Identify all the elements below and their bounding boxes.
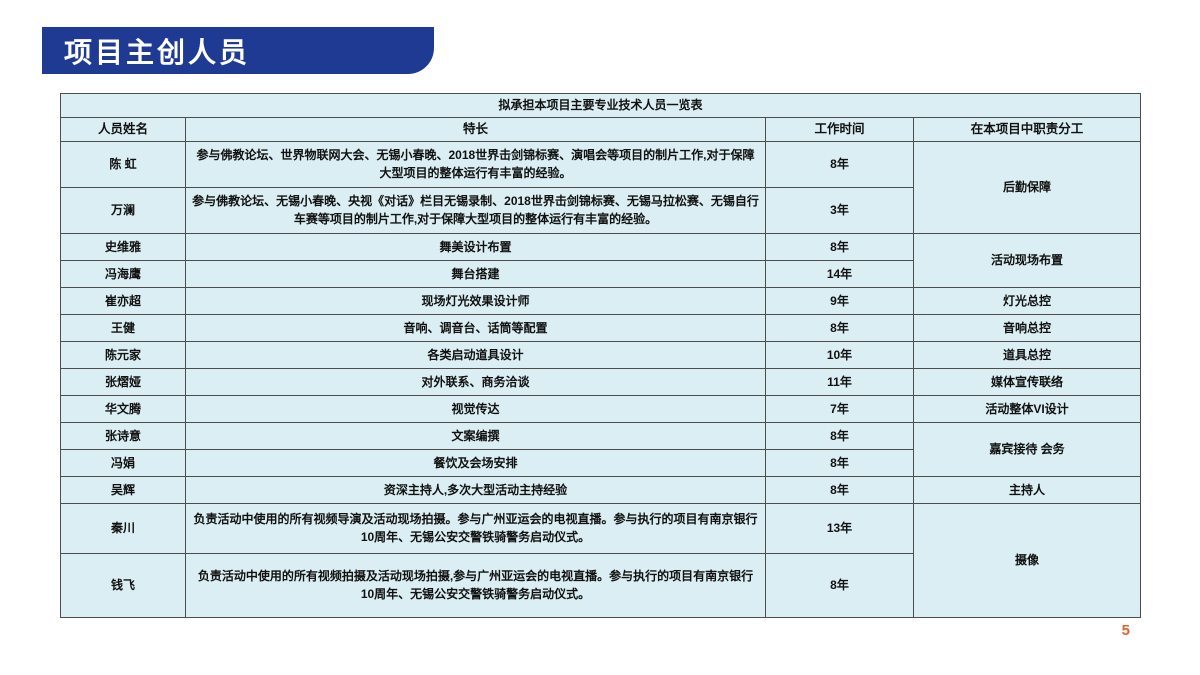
- person-years: 8年: [765, 232, 914, 261]
- person-years: 8年: [765, 140, 914, 188]
- person-name: 陈 虹: [60, 140, 186, 188]
- person-name: 张熠娅: [60, 367, 186, 396]
- table-row: 史维雅 舞美设计布置 8年 活动现场布置: [60, 232, 1142, 288]
- person-role: 嘉宾接待 会务: [912, 421, 1142, 477]
- person-name: 万澜: [60, 186, 186, 234]
- page-title: 项目主创人员: [64, 36, 251, 68]
- col-header-years: 工作时间: [765, 116, 914, 142]
- table-row: 陈 虹 参与佛教论坛、世界物联网大会、无锡小春晚、2018世界击剑锦标赛、演唱会…: [60, 140, 1142, 234]
- person-name: 吴辉: [60, 475, 186, 504]
- person-specialty: 各类启动道具设计: [185, 340, 766, 369]
- person-years: 7年: [765, 394, 914, 423]
- person-name: 钱飞: [60, 552, 186, 618]
- person-years: 14年: [765, 259, 914, 288]
- person-years: 10年: [765, 340, 914, 369]
- person-specialty: 对外联系、商务洽谈: [185, 367, 766, 396]
- col-header-specialty: 特长: [185, 116, 766, 142]
- person-role: 活动现场布置: [912, 232, 1142, 288]
- person-specialty: 负责活动中使用的所有视频导演及活动现场拍摄。参与广州亚运会的电视直播。参与执行的…: [185, 502, 766, 554]
- table-row: 冯娟 餐饮及会场安排 8年: [60, 448, 1141, 477]
- table-row: 秦川 负责活动中使用的所有视频导演及活动现场拍摄。参与广州亚运会的电视直播。参与…: [60, 502, 1142, 618]
- person-years: 13年: [765, 502, 914, 554]
- person-years: 8年: [765, 552, 914, 618]
- table-header-row: 人员姓名 特长 工作时间 在本项目中职责分工: [60, 116, 1142, 142]
- person-role: 摄像: [912, 502, 1142, 618]
- person-role: 媒体宣传联络: [912, 367, 1142, 396]
- person-years: 11年: [765, 367, 914, 396]
- person-specialty: 资深主持人,多次大型活动主持经验: [185, 475, 766, 504]
- person-specialty: 现场灯光效果设计师: [185, 286, 766, 315]
- person-role: 主持人: [912, 475, 1142, 504]
- person-role: 音响总控: [912, 313, 1142, 342]
- person-years: 8年: [765, 475, 914, 504]
- person-specialty: 参与佛教论坛、世界物联网大会、无锡小春晚、2018世界击剑锦标赛、演唱会等项目的…: [185, 140, 766, 188]
- person-years: 9年: [765, 286, 914, 315]
- person-name: 史维雅: [60, 232, 186, 261]
- person-role: 活动整体VI设计: [912, 394, 1142, 423]
- slide-title-banner: 项目主创人员: [42, 27, 434, 74]
- table-row: 钱飞 负责活动中使用的所有视频拍摄及活动现场拍摄,参与广州亚运会的电视直播。参与…: [60, 552, 1141, 618]
- person-years: 8年: [765, 421, 914, 450]
- person-specialty: 舞美设计布置: [185, 232, 766, 261]
- person-years: 3年: [765, 186, 914, 234]
- person-name: 秦川: [60, 502, 186, 554]
- personnel-table: 拟承担本项目主要专业技术人员一览表 人员姓名 特长 工作时间 在本项目中职责分工…: [59, 93, 1142, 618]
- table-caption-row: 拟承担本项目主要专业技术人员一览表: [59, 93, 1142, 118]
- person-years: 8年: [765, 448, 914, 477]
- table-row: 冯海鹰 舞台搭建 14年: [60, 259, 1141, 288]
- person-name: 王健: [60, 313, 186, 342]
- person-specialty: 视觉传达: [185, 394, 766, 423]
- person-specialty: 参与佛教论坛、无锡小春晚、央视《对话》栏目无锡录制、2018世界击剑锦标赛、无锡…: [185, 186, 766, 234]
- table-row: 陈元家 各类启动道具设计 10年 道具总控: [60, 340, 1142, 369]
- person-specialty: 文案编撰: [185, 421, 766, 450]
- person-specialty: 音响、调音台、话筒等配置: [185, 313, 766, 342]
- person-name: 冯娟: [60, 448, 186, 477]
- person-role: 道具总控: [912, 340, 1142, 369]
- person-name: 崔亦超: [60, 286, 186, 315]
- person-specialty: 舞台搭建: [185, 259, 766, 288]
- person-name: 冯海鹰: [60, 259, 186, 288]
- table-row: 华文腾 视觉传达 7年 活动整体VI设计: [60, 394, 1142, 423]
- table-row: 崔亦超 现场灯光效果设计师 9年 灯光总控: [60, 286, 1142, 315]
- page-number: 5: [1121, 622, 1130, 639]
- person-specialty: 负责活动中使用的所有视频拍摄及活动现场拍摄,参与广州亚运会的电视直播。参与执行的…: [185, 552, 766, 618]
- table-row: 张熠娅 对外联系、商务洽谈 11年 媒体宣传联络: [60, 367, 1142, 396]
- person-role: 灯光总控: [912, 286, 1142, 315]
- table-row: 万澜 参与佛教论坛、无锡小春晚、央视《对话》栏目无锡录制、2018世界击剑锦标赛…: [60, 186, 1141, 234]
- table-row: 吴辉 资深主持人,多次大型活动主持经验 8年 主持人: [60, 475, 1142, 504]
- person-years: 8年: [765, 313, 914, 342]
- person-name: 陈元家: [60, 340, 186, 369]
- table-row: 王健 音响、调音台、话筒等配置 8年 音响总控: [60, 313, 1142, 342]
- table-caption: 拟承担本项目主要专业技术人员一览表: [59, 93, 1142, 118]
- person-name: 张诗意: [60, 421, 186, 450]
- table-row: 张诗意 文案编撰 8年 嘉宾接待 会务: [60, 421, 1142, 477]
- person-role: 后勤保障: [912, 140, 1142, 234]
- person-specialty: 餐饮及会场安排: [185, 448, 766, 477]
- col-header-role: 在本项目中职责分工: [912, 116, 1142, 142]
- col-header-name: 人员姓名: [60, 116, 186, 142]
- person-name: 华文腾: [60, 394, 186, 423]
